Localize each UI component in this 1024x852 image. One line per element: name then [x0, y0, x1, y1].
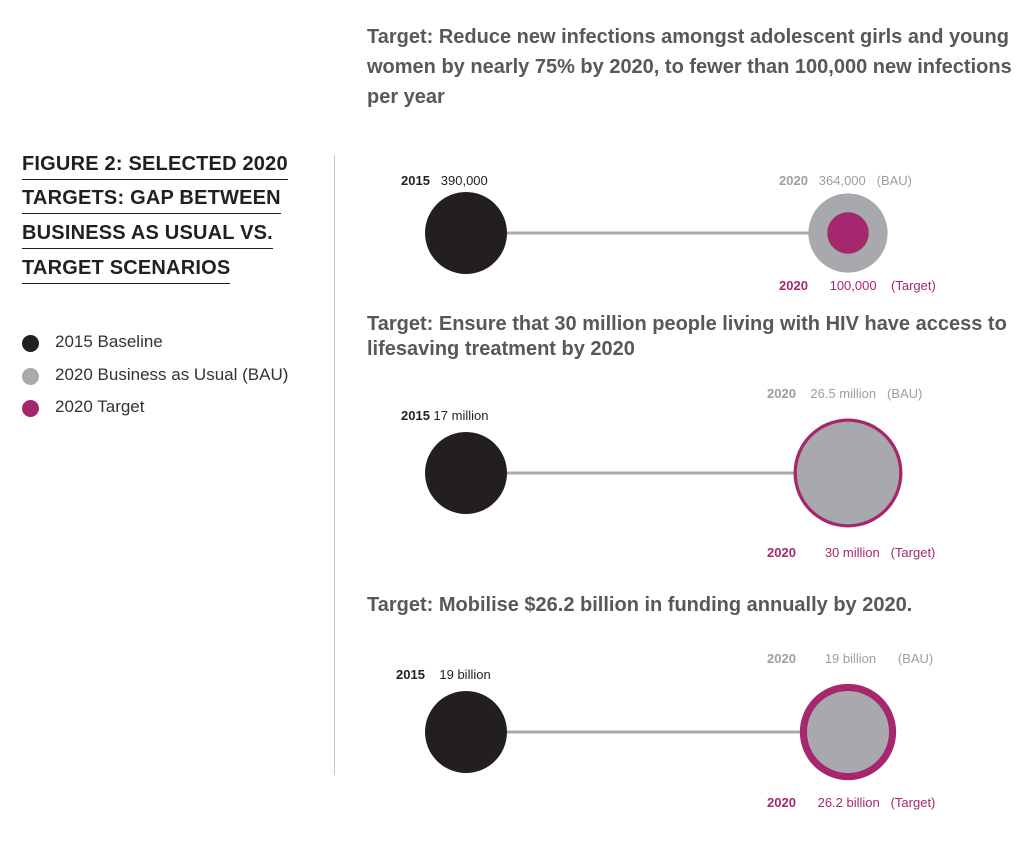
chart-3-bau-year: 2020: [767, 651, 796, 666]
chart-2-bau-label: 2020 26.5 million (BAU): [767, 386, 922, 401]
chart-2-heading: Target: Ensure that 30 million people li…: [367, 313, 1007, 360]
chart-1-target-value: 100,000: [829, 278, 877, 293]
chart-2-target-tag: (Target): [890, 545, 936, 560]
chart-3-bau-bubble: [807, 691, 889, 773]
legend-dot-target: [22, 400, 39, 417]
chart-3-target-year: 2020: [767, 795, 796, 810]
chart-1-heading: Target: Reduce new infections amongst ad…: [367, 26, 1012, 108]
chart-1-target-year: 2020: [779, 278, 808, 293]
chart-2-bau-year: 2020: [767, 386, 796, 401]
chart-2-target-label: 2020 30 million (Target): [767, 545, 935, 560]
chart-3-bau-value: 19 billion: [824, 651, 877, 666]
chart-3-target-label: 2020 26.2 billion (Target): [767, 795, 935, 810]
figure-title-line-2: TARGETS: GAP BETWEEN: [22, 187, 281, 214]
chart-3-target-tag: (Target): [890, 795, 936, 810]
figure-title-line-1: FIGURE 2: SELECTED 2020: [22, 153, 288, 180]
chart-2-bau-value: 26.5 million: [810, 386, 877, 401]
legend-label-target: 2020 Target: [55, 397, 145, 416]
chart-3-heading: Target: Mobilise $26.2 billion in fundin…: [367, 594, 913, 616]
chart-1-baseline-bubble: [425, 192, 507, 274]
chart-2-baseline-year: 2015: [401, 408, 430, 423]
chart-1-baseline-label: 2015 390,000: [401, 173, 488, 188]
chart-3-bau-tag: (BAU): [897, 651, 934, 666]
chart-1-baseline-value: 390,000: [440, 173, 488, 188]
chart-1-bau-value: 364,000: [818, 173, 866, 188]
chart-1-target-tag: (Target): [891, 278, 936, 293]
legend-label-baseline: 2015 Baseline: [55, 332, 163, 351]
figure-title-line-4: TARGET SCENARIOS: [22, 257, 231, 284]
chart-3-baseline-label: 2015 19 billion: [396, 667, 491, 682]
chart-1-bau-year: 2020: [779, 173, 808, 188]
chart-1-target-label: 2020 100,000 (Target): [779, 278, 936, 293]
chart-2-baseline-label: 2015 17 million: [401, 408, 488, 423]
chart-2-bau-tag: (BAU): [886, 386, 923, 401]
chart-3-bau-label: 2020 19 billion (BAU): [767, 651, 933, 666]
legend-label-bau: 2020 Business as Usual (BAU): [55, 365, 289, 384]
chart-2-baseline-value: 17 million: [433, 408, 489, 423]
vertical-divider: [334, 155, 335, 775]
chart-2-baseline-bubble: [425, 432, 507, 514]
chart-3-baseline-bubble: [425, 691, 507, 773]
chart-2-bau-bubble: [796, 421, 900, 525]
figure-title-line-3: BUSINESS AS USUAL VS.: [22, 222, 273, 249]
chart-3-target-value: 26.2 billion: [817, 795, 880, 810]
chart-1-target-bubble: [827, 212, 869, 254]
chart-1-bau-tag: (BAU): [876, 173, 912, 188]
legend-dot-bau: [22, 368, 39, 385]
legend-dot-baseline: [22, 335, 39, 352]
chart-3-baseline-value: 19 billion: [439, 667, 491, 682]
chart-1-baseline-year: 2015: [401, 173, 430, 188]
chart-2-target-value: 30 million: [824, 545, 880, 560]
chart-2-target-year: 2020: [767, 545, 796, 560]
chart-3-baseline-year: 2015: [396, 667, 425, 682]
chart-1-bau-label: 2020 364,000 (BAU): [779, 173, 912, 188]
